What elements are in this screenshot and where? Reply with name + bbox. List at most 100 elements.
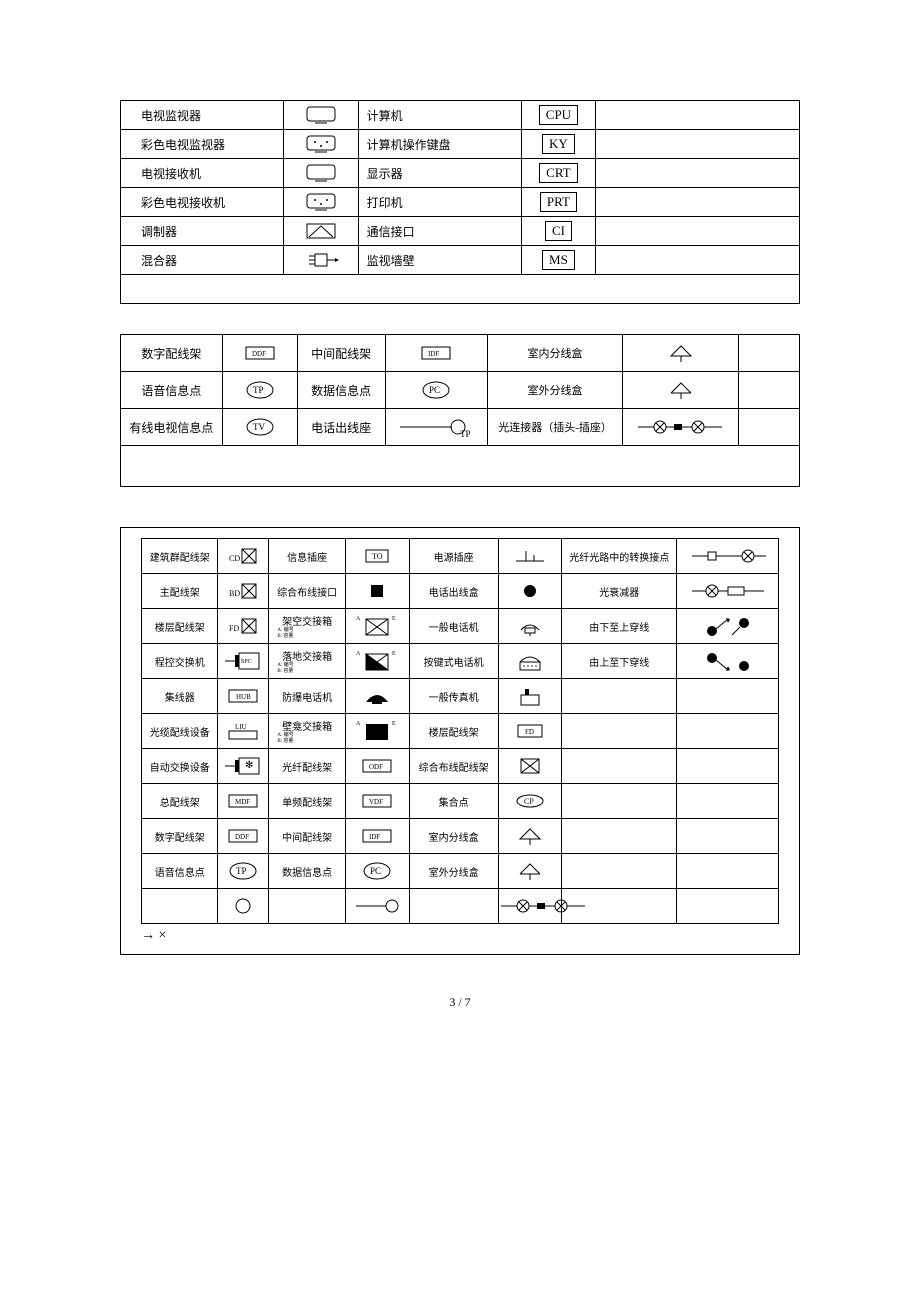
t3-symbol [677,644,779,679]
page: 电视监视器计算机CPU彩色电视监视器计算机操作键盘KY电视接收机显示器CRT彩色… [0,0,920,1050]
t3-symbol: PC [345,854,409,889]
t2-label: 语音信息点 [121,372,223,409]
table-2: 数字配线架DDF中间配线架 IDF 室内分线盒语音信息点TP数据信息点PC室外分线盒… [120,334,800,446]
t2-symbol: TP [222,372,297,409]
t3-label: 电话出线盒 [409,574,498,609]
svg-text:E: E [392,651,396,657]
t3-label: 光缆配线设备 [142,714,218,749]
t1-label: 电视监视器 [121,101,284,130]
t3-row: 自动交换设备✻光纤配线架ODF综合布线配线架 [142,749,779,784]
t3-label: 楼层配线架 [142,609,218,644]
t3-label: 室内分线盒 [409,819,498,854]
svg-text:MDF: MDF [235,798,250,806]
svg-text:TP: TP [236,866,247,876]
t3-label: 楼层配线架 [409,714,498,749]
svg-text:ODF: ODF [369,763,383,771]
t2-empty [738,335,799,372]
t3-symbol [677,574,779,609]
t3-symbol [498,644,562,679]
t3-symbol: ✻ [218,749,269,784]
t1-label: 计算机 [358,101,521,130]
t3-symbol: AE [345,609,409,644]
svg-text:TV: TV [253,422,265,432]
t3-symbol [498,679,562,714]
t3-symbol: DDF [218,819,269,854]
t3-label: 信息插座 [269,539,345,574]
t1-row: 混合器监视墙壁MS [121,246,800,275]
t2-label: 室内分线盒 [487,335,623,372]
t3-symbol: ODF [345,749,409,784]
t2-label: 中间配线架 [297,335,385,372]
t3-label [142,889,218,924]
t3-symbol: CD [218,539,269,574]
svg-text:FD: FD [229,624,239,633]
t3-label [269,889,345,924]
t2-symbol: DDF [222,335,297,372]
t3-symbol: TP [218,854,269,889]
svg-text:HUB: HUB [236,693,251,701]
t1-row: 彩色电视接收机打印机PRT [121,188,800,217]
t2-label: 有线电视信息点 [121,409,223,446]
t2-row: 语音信息点TP数据信息点PC室外分线盒 [121,372,800,409]
t3-label: 按键式电话机 [409,644,498,679]
t1-label: 调制器 [121,217,284,246]
t2-label: 数字配线架 [121,335,223,372]
svg-text:TO: TO [372,552,383,561]
t3-label [562,819,677,854]
t3-row: 总配线架MDF单频配线架VDF集合点CP [142,784,779,819]
t2-label: 电话出线座 [297,409,385,446]
t3-label: 由上至下穿线 [562,644,677,679]
t1-row: 调制器通信接口CI [121,217,800,246]
t2-symbol: PC [385,372,487,409]
t2-label: 室外分线盒 [487,372,623,409]
t1-label: 计算机操作键盘 [358,130,521,159]
t3-label: 主配线架 [142,574,218,609]
t1-label: 混合器 [121,246,284,275]
t1-empty [596,159,800,188]
t3-symbol [677,889,779,924]
t3-symbol: AE [345,644,409,679]
svg-text:E: E [392,721,396,727]
t1-symbol: KY [521,130,596,159]
t3-symbol [498,889,562,924]
t3-row: 光缆配线设备LIU壁龛交接箱A: 编号B: 容量AE楼层配线架FD [142,714,779,749]
t2-symbol [623,335,738,372]
t3-symbol: AE [345,714,409,749]
t3-row: 集线器 HUB 防爆电话机 一般传真机 [142,679,779,714]
t3-symbol [677,784,779,819]
t2-row: 数字配线架DDF中间配线架 IDF 室内分线盒 [121,335,800,372]
t3-label: 中间配线架 [269,819,345,854]
t3-label: 集合点 [409,784,498,819]
t3-label: 总配线架 [142,784,218,819]
svg-text:A: A [356,721,361,727]
t2-symbol [623,372,738,409]
t3-label: 一般传真机 [409,679,498,714]
t3-label: 综合布线配线架 [409,749,498,784]
t3-symbol [677,819,779,854]
t3-symbol: MDF [218,784,269,819]
t3-label [562,854,677,889]
t3-label: 综合布线接口 [269,574,345,609]
t1-symbol [283,130,358,159]
t3-label: 集线器 [142,679,218,714]
t1-label: 彩色电视监视器 [121,130,284,159]
t1-symbol [283,246,358,275]
t3-label: 防爆电话机 [269,679,345,714]
svg-text:IDF: IDF [428,350,439,358]
svg-text:DDF: DDF [235,833,249,841]
t2-symbol: IDF [385,335,487,372]
t1-empty [596,246,800,275]
t3-label: 程控交换机 [142,644,218,679]
svg-text:A: A [356,616,361,622]
table-1-gap [120,275,800,304]
table-1: 电视监视器计算机CPU彩色电视监视器计算机操作键盘KY电视接收机显示器CRT彩色… [120,100,800,275]
t3-symbol: LIU [218,714,269,749]
t3-label: 由下至上穿线 [562,609,677,644]
t1-label: 电视接收机 [121,159,284,188]
t3-symbol [498,609,562,644]
t3-symbol [345,889,409,924]
t3-label [409,889,498,924]
t1-symbol [283,159,358,188]
svg-text:SPC: SPC [241,659,252,665]
t3-row: 建筑群配线架CD信息插座TO电源插座光纤光路中的转换接点 [142,539,779,574]
